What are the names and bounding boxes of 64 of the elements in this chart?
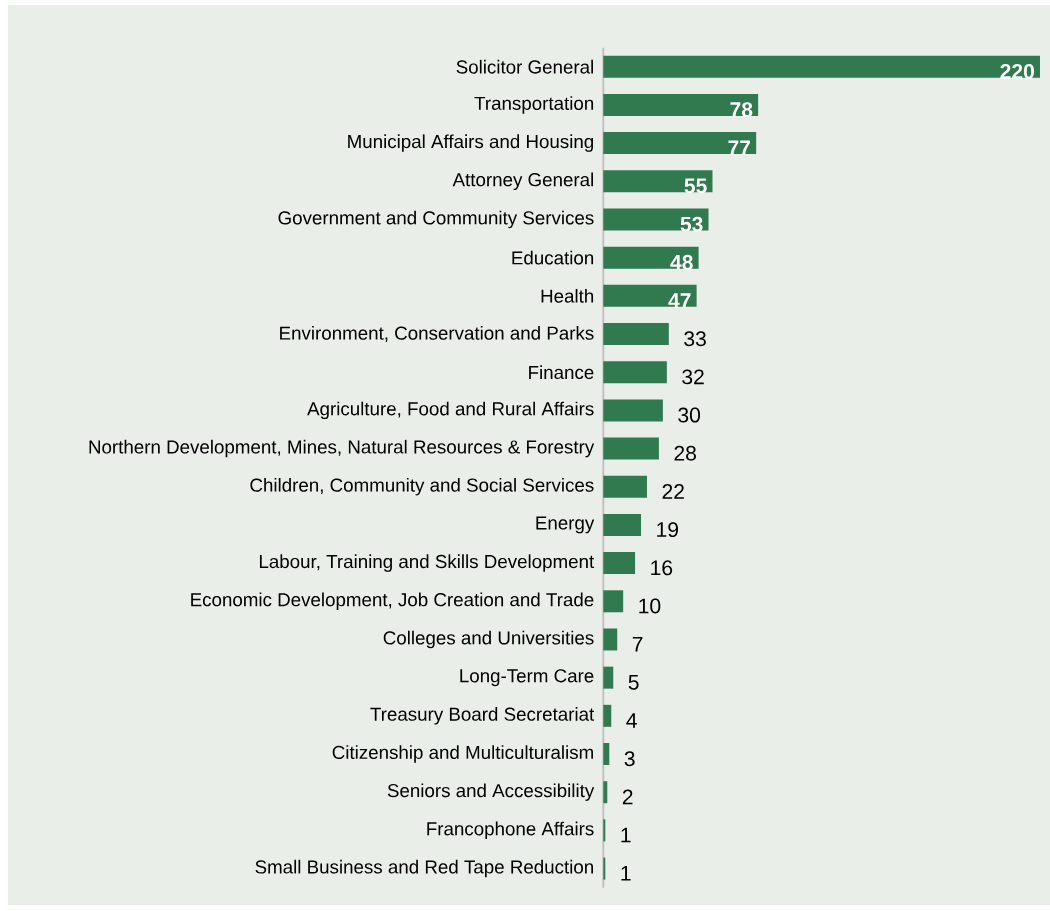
data-label: 55 [684, 178, 707, 194]
y-tick-label: Colleges and Universities [383, 630, 594, 649]
data-label: 48 [670, 254, 693, 270]
y-tick-label: Northern Development, Mines, Natural Resources & Forestry [89, 439, 595, 458]
data-label: 30 [678, 407, 701, 423]
y-tick-label: Children, Community and Social Services [250, 478, 594, 496]
y-tick-label: Long-Term Care [460, 669, 594, 687]
bar [603, 55, 1040, 78]
bar [603, 513, 642, 536]
y-tick-label: Agriculture, Food and Rural Affairs [307, 401, 594, 420]
y-tick-label: Environment, Conservation and Parks [280, 326, 594, 343]
bar [603, 208, 709, 231]
data-label: 5 [628, 674, 639, 690]
bar [603, 628, 618, 651]
data-label: 220 [1000, 63, 1034, 79]
bar [603, 743, 610, 766]
y-tick-label: Small Business and Red Tape Reduction [255, 859, 593, 878]
y-tick-label: Seniors and Accessibility [387, 783, 595, 801]
y-tick-label: Labour, Training and Skills Development [259, 554, 595, 572]
data-label: 16 [651, 560, 673, 576]
data-label: 22 [662, 484, 684, 499]
y-tick-label: Health [541, 288, 594, 303]
data-label: 3 [624, 751, 635, 767]
data-label: 32 [682, 369, 704, 385]
bar [603, 361, 667, 384]
data-label: 33 [684, 331, 706, 347]
y-tick-label: Education [512, 250, 594, 265]
bar [603, 475, 647, 498]
data-label: 4 [626, 713, 637, 728]
data-label: 1 [621, 865, 631, 881]
y-tick-label: Attorney General [452, 172, 593, 191]
bar [603, 323, 669, 346]
bar [603, 437, 659, 460]
bar [603, 399, 663, 422]
data-label: 78 [730, 102, 753, 118]
y-tick-label: Citizenship and Multiculturalism [332, 745, 593, 763]
data-label: 77 [728, 140, 751, 156]
data-label: 47 [668, 293, 691, 308]
data-label: 28 [674, 445, 696, 461]
bar [603, 666, 614, 689]
bar [603, 284, 697, 307]
bar [603, 590, 624, 613]
bar [603, 704, 612, 727]
y-tick-label: Treasury Board Secretariat [370, 707, 595, 725]
y-tick-label: Economic Development, Job Creation and Trade [191, 592, 594, 611]
data-label: 1 [621, 827, 631, 843]
data-label: 7 [632, 636, 643, 652]
data-label: 10 [639, 598, 661, 614]
data-label: 2 [622, 789, 633, 805]
data-label: 19 [657, 522, 679, 538]
y-tick-label: Municipal Affairs and Housing [348, 134, 594, 152]
y-tick-label: Finance [529, 365, 594, 380]
y-tick-label: Energy [536, 516, 595, 534]
y-tick-label: Transportation [474, 96, 594, 114]
bar [603, 170, 713, 193]
bar [603, 93, 759, 116]
bar [603, 552, 636, 575]
y-tick-label: Francophone Affairs [427, 821, 594, 840]
bar [603, 246, 699, 269]
y-tick-label: Solicitor General [456, 59, 593, 74]
bar [603, 132, 757, 155]
bar [603, 781, 608, 804]
data-label: 53 [680, 216, 703, 232]
y-tick-label: Government and Community Services [278, 210, 594, 229]
